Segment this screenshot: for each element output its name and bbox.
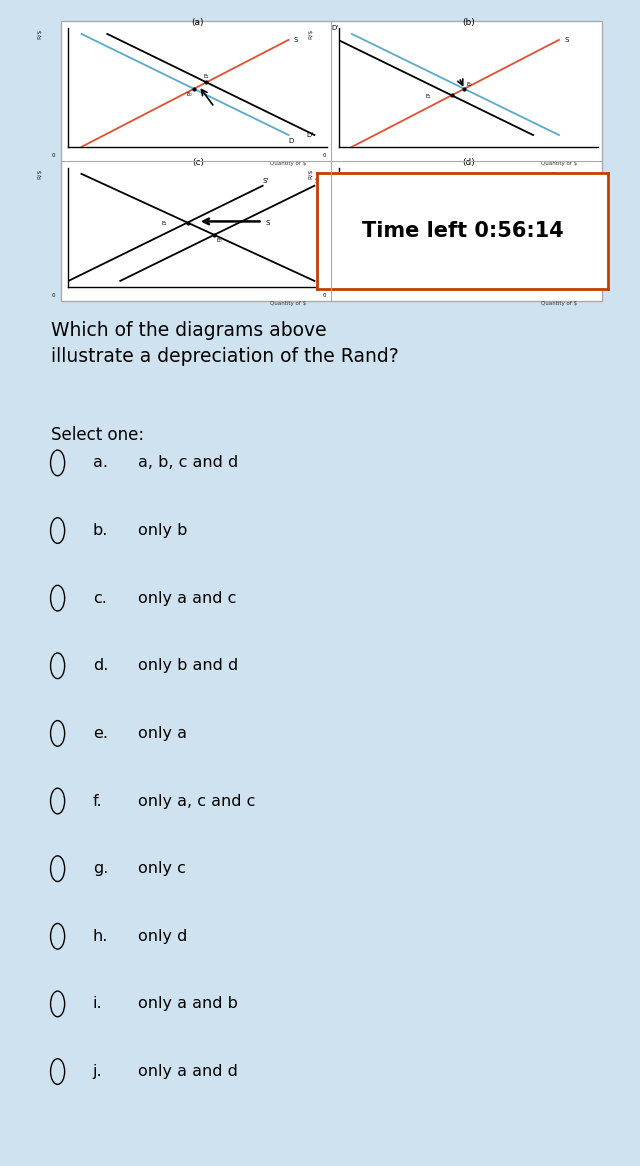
Title: (d): (d) [462,159,475,167]
Text: 0: 0 [52,293,56,297]
Text: e.: e. [93,726,108,740]
Text: b.: b. [93,524,108,538]
Title: (b): (b) [462,19,475,27]
Text: only a and c: only a and c [138,591,236,605]
Text: S: S [265,220,269,226]
Text: h.: h. [93,929,108,943]
Y-axis label: R/$: R/$ [38,169,43,180]
Text: a.: a. [93,456,108,470]
Text: 0: 0 [52,153,56,157]
Text: j.: j. [93,1065,102,1079]
Text: S': S' [585,187,591,192]
Text: only a: only a [138,726,187,740]
Text: E₀: E₀ [435,219,441,224]
Text: E₁: E₁ [426,93,431,99]
Text: c.: c. [93,591,107,605]
Text: only d: only d [138,929,187,943]
Text: E₀: E₀ [467,82,472,86]
X-axis label: Quantity of $: Quantity of $ [271,161,307,167]
Text: E₁: E₁ [493,240,499,245]
Text: S: S [564,37,568,43]
Text: D': D' [307,133,314,139]
Text: S': S' [262,178,269,184]
X-axis label: Quantity of $: Quantity of $ [271,301,307,307]
Y-axis label: R/$: R/$ [308,29,313,40]
Text: d.: d. [93,659,108,673]
X-axis label: Quantity of $: Quantity of $ [541,161,577,167]
X-axis label: Quantity of $: Quantity of $ [541,301,577,307]
Text: Time left 0:56:14: Time left 0:56:14 [362,220,563,241]
Text: 0: 0 [323,153,326,157]
Title: (a): (a) [191,19,204,27]
Text: f.: f. [93,794,102,808]
Text: g.: g. [93,862,108,876]
Text: 0: 0 [323,293,326,297]
Text: only a and d: only a and d [138,1065,237,1079]
Text: E₀: E₀ [186,92,191,98]
Text: only b: only b [138,524,187,538]
Text: only b and d: only b and d [138,659,238,673]
Text: E₀: E₀ [217,238,223,243]
Text: Which of the diagrams above
illustrate a depreciation of the Rand?: Which of the diagrams above illustrate a… [51,321,399,366]
Title: (c): (c) [192,159,204,167]
Text: a, b, c and d: a, b, c and d [138,456,238,470]
Y-axis label: R/$: R/$ [38,29,43,40]
Text: S: S [294,37,298,43]
Text: S: S [551,173,556,178]
Text: D: D [289,138,294,143]
Text: E₁: E₁ [162,222,167,226]
Y-axis label: R/$: R/$ [308,169,313,180]
Text: E₁: E₁ [204,73,209,78]
Text: D': D' [331,26,338,31]
Text: only c: only c [138,862,186,876]
Text: Select one:: Select one: [51,426,145,443]
Text: S: S [314,178,319,184]
Text: only a, c and c: only a, c and c [138,794,255,808]
Text: S: S [450,227,454,233]
Text: i.: i. [93,997,102,1011]
Text: only a and b: only a and b [138,997,237,1011]
